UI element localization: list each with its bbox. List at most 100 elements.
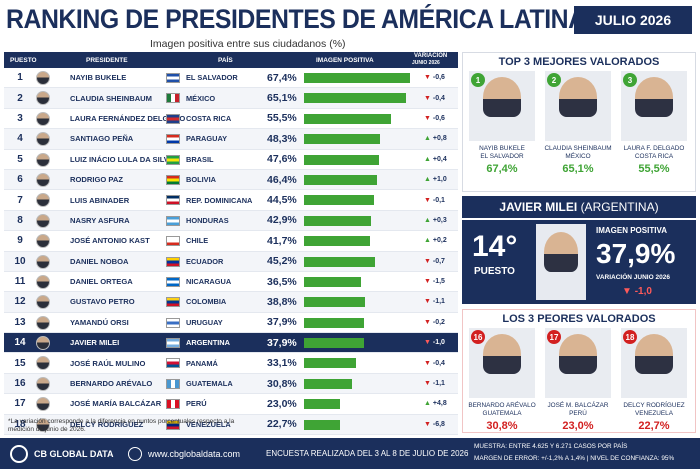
image-bar (304, 154, 379, 165)
rank-badge: 16 (471, 330, 485, 344)
arrow-down-icon: ▼ (424, 420, 431, 428)
rank-number: 14 (14, 337, 26, 349)
president-name: BERNARDO ARÉVALO (70, 379, 153, 389)
president-name: DANIEL ORTEGA (70, 277, 133, 287)
variation-value: +0,8 (432, 135, 447, 143)
variation-value: -0,7 (432, 257, 445, 265)
variation-value: +0,3 (432, 216, 447, 224)
table-row: 16 BERNARDO ARÉVALO GUATEMALA 30,8% ▼ -1… (4, 373, 458, 395)
footer-site[interactable]: www.cbglobaldata.com (148, 449, 241, 459)
caption-name: LAURA F. DELGADO (623, 145, 685, 152)
caption-name: CLAUDIA SHEINBAUM (544, 145, 612, 152)
president-name: LUIZ INÁCIO LULA DA SILVA (70, 154, 174, 164)
variation-value: -0,2 (432, 318, 445, 326)
header-variation-sub: JUNIO 2026 (412, 60, 440, 66)
bottom3-title: LOS 3 PEORES VALORADOS (502, 313, 656, 325)
rank-number: 6 (17, 174, 23, 186)
variation-value: -6,8 (432, 420, 445, 428)
image-value: 22,7% (267, 418, 297, 431)
milei-name: JAVIER MILEI (499, 200, 578, 214)
arrow-down-icon: ▼ (424, 196, 431, 204)
president-name: YAMANDÚ ORSI (70, 317, 129, 327)
header-country: PAÍS (218, 56, 233, 64)
avatar (36, 274, 50, 289)
top3-title: TOP 3 MEJORES VALORADOS (498, 56, 660, 68)
country-name: PANAMÁ (186, 358, 218, 368)
image-value: 41,7% (267, 234, 297, 247)
portrait-icon (635, 77, 673, 117)
image-bar (304, 399, 341, 410)
top3-value: 65,1% (562, 163, 594, 175)
country-name: GUATEMALA (186, 379, 233, 389)
top3-caption: CLAUDIA SHEINBAUM MÉXICO (538, 145, 618, 160)
milei-variation: ▼ -1,0 (622, 286, 652, 297)
president-name: LAURA FERNÁNDEZ DELGADO (70, 113, 186, 123)
caption-country: GUATEMALA (482, 409, 522, 417)
caption-name: NAYIB BUKELE (479, 145, 525, 152)
milei-header: JAVIER MILEI (ARGENTINA) (462, 196, 696, 218)
image-bar (304, 419, 340, 430)
avatar (36, 417, 50, 432)
avatar (36, 213, 50, 228)
flag-icon (166, 317, 180, 328)
date-badge: JULIO 2026 (574, 6, 692, 34)
header-rank: PUESTO (10, 56, 37, 64)
president-name: DELCY RODRÍGUEZ (70, 419, 144, 429)
globe-icon (10, 445, 28, 463)
president-name: JOSÉ RAÚL MULINO (70, 358, 146, 368)
portrait-icon (559, 77, 597, 117)
variation: ▼ -0,6 (424, 74, 445, 81)
variation: ▲ +0,3 (424, 217, 447, 224)
image-value: 36,5% (267, 275, 297, 288)
table-row: 3 LAURA FERNÁNDEZ DELGADO COSTA RICA 55,… (4, 109, 458, 130)
image-value: 23,0% (267, 397, 297, 410)
footer-margin: MARGEN DE ERROR: +/-1,2% A 1,4% | NIVEL … (474, 455, 675, 462)
image-value: 38,8% (267, 295, 297, 308)
milei-value: 37,9% (596, 238, 676, 269)
rank-badge: 3 (623, 73, 637, 87)
portrait-icon (559, 334, 597, 374)
bottom3-value: 23,0% (562, 420, 594, 432)
caption-country: EL SALVADOR (480, 152, 524, 160)
table-row: 13 YAMANDÚ ORSI URUGUAY 37,9% ▼ -0,2 (4, 313, 458, 334)
country-name: BOLIVIA (186, 175, 216, 185)
country-name: MÉXICO (186, 93, 216, 103)
variation: ▼ -0,4 (424, 95, 445, 102)
rank-number: 10 (14, 255, 26, 267)
milei-photo (536, 224, 586, 300)
variation: ▼ -0,1 (424, 197, 445, 204)
flag-icon (166, 195, 180, 206)
variation-value: -0,4 (432, 359, 445, 367)
rank-badge: 18 (623, 330, 637, 344)
arrow-down-icon: ▼ (424, 380, 431, 388)
avatar (36, 111, 50, 126)
image-value: 30,8% (267, 377, 297, 390)
rank-badge: 1 (471, 73, 485, 87)
arrow-up-icon: ▲ (424, 135, 431, 143)
avatar (36, 315, 50, 330)
bottom3-value: 30,8% (486, 420, 518, 432)
flag-icon (166, 256, 180, 267)
portrait-icon (483, 77, 521, 117)
rank-number: 4 (17, 133, 23, 145)
milei-variation-label: VARIACIÓN JUNIO 2026 (596, 274, 670, 281)
country-name: PARAGUAY (186, 134, 228, 144)
bottom3-caption: DELCY RODRÍGUEZ VENEZUELA (614, 402, 694, 417)
caption-name: DELCY RODRÍGUEZ (623, 402, 685, 409)
flag-icon (166, 93, 180, 104)
variation: ▲ +4,8 (424, 400, 447, 407)
rank-number: 9 (17, 235, 23, 247)
bottom3-photo: 18 (621, 328, 687, 398)
table-row: 9 JOSÉ ANTONIO KAST CHILE 41,7% ▲ +0,2 (4, 231, 458, 252)
bottom3-panel: LOS 3 PEORES VALORADOS 16 BERNARDO ARÉVAL… (462, 309, 696, 433)
bottom3-caption: BERNARDO ARÉVALO GUATEMALA (462, 402, 542, 417)
avatar (36, 356, 50, 371)
avatar (36, 234, 50, 249)
image-value: 45,2% (267, 255, 297, 268)
image-bar (304, 317, 364, 328)
image-bar (304, 276, 362, 287)
bottom3-photo: 17 (545, 328, 611, 398)
variation-value: -1,1 (432, 298, 445, 306)
image-bar (304, 256, 376, 267)
country-name: BRASIL (186, 154, 214, 164)
